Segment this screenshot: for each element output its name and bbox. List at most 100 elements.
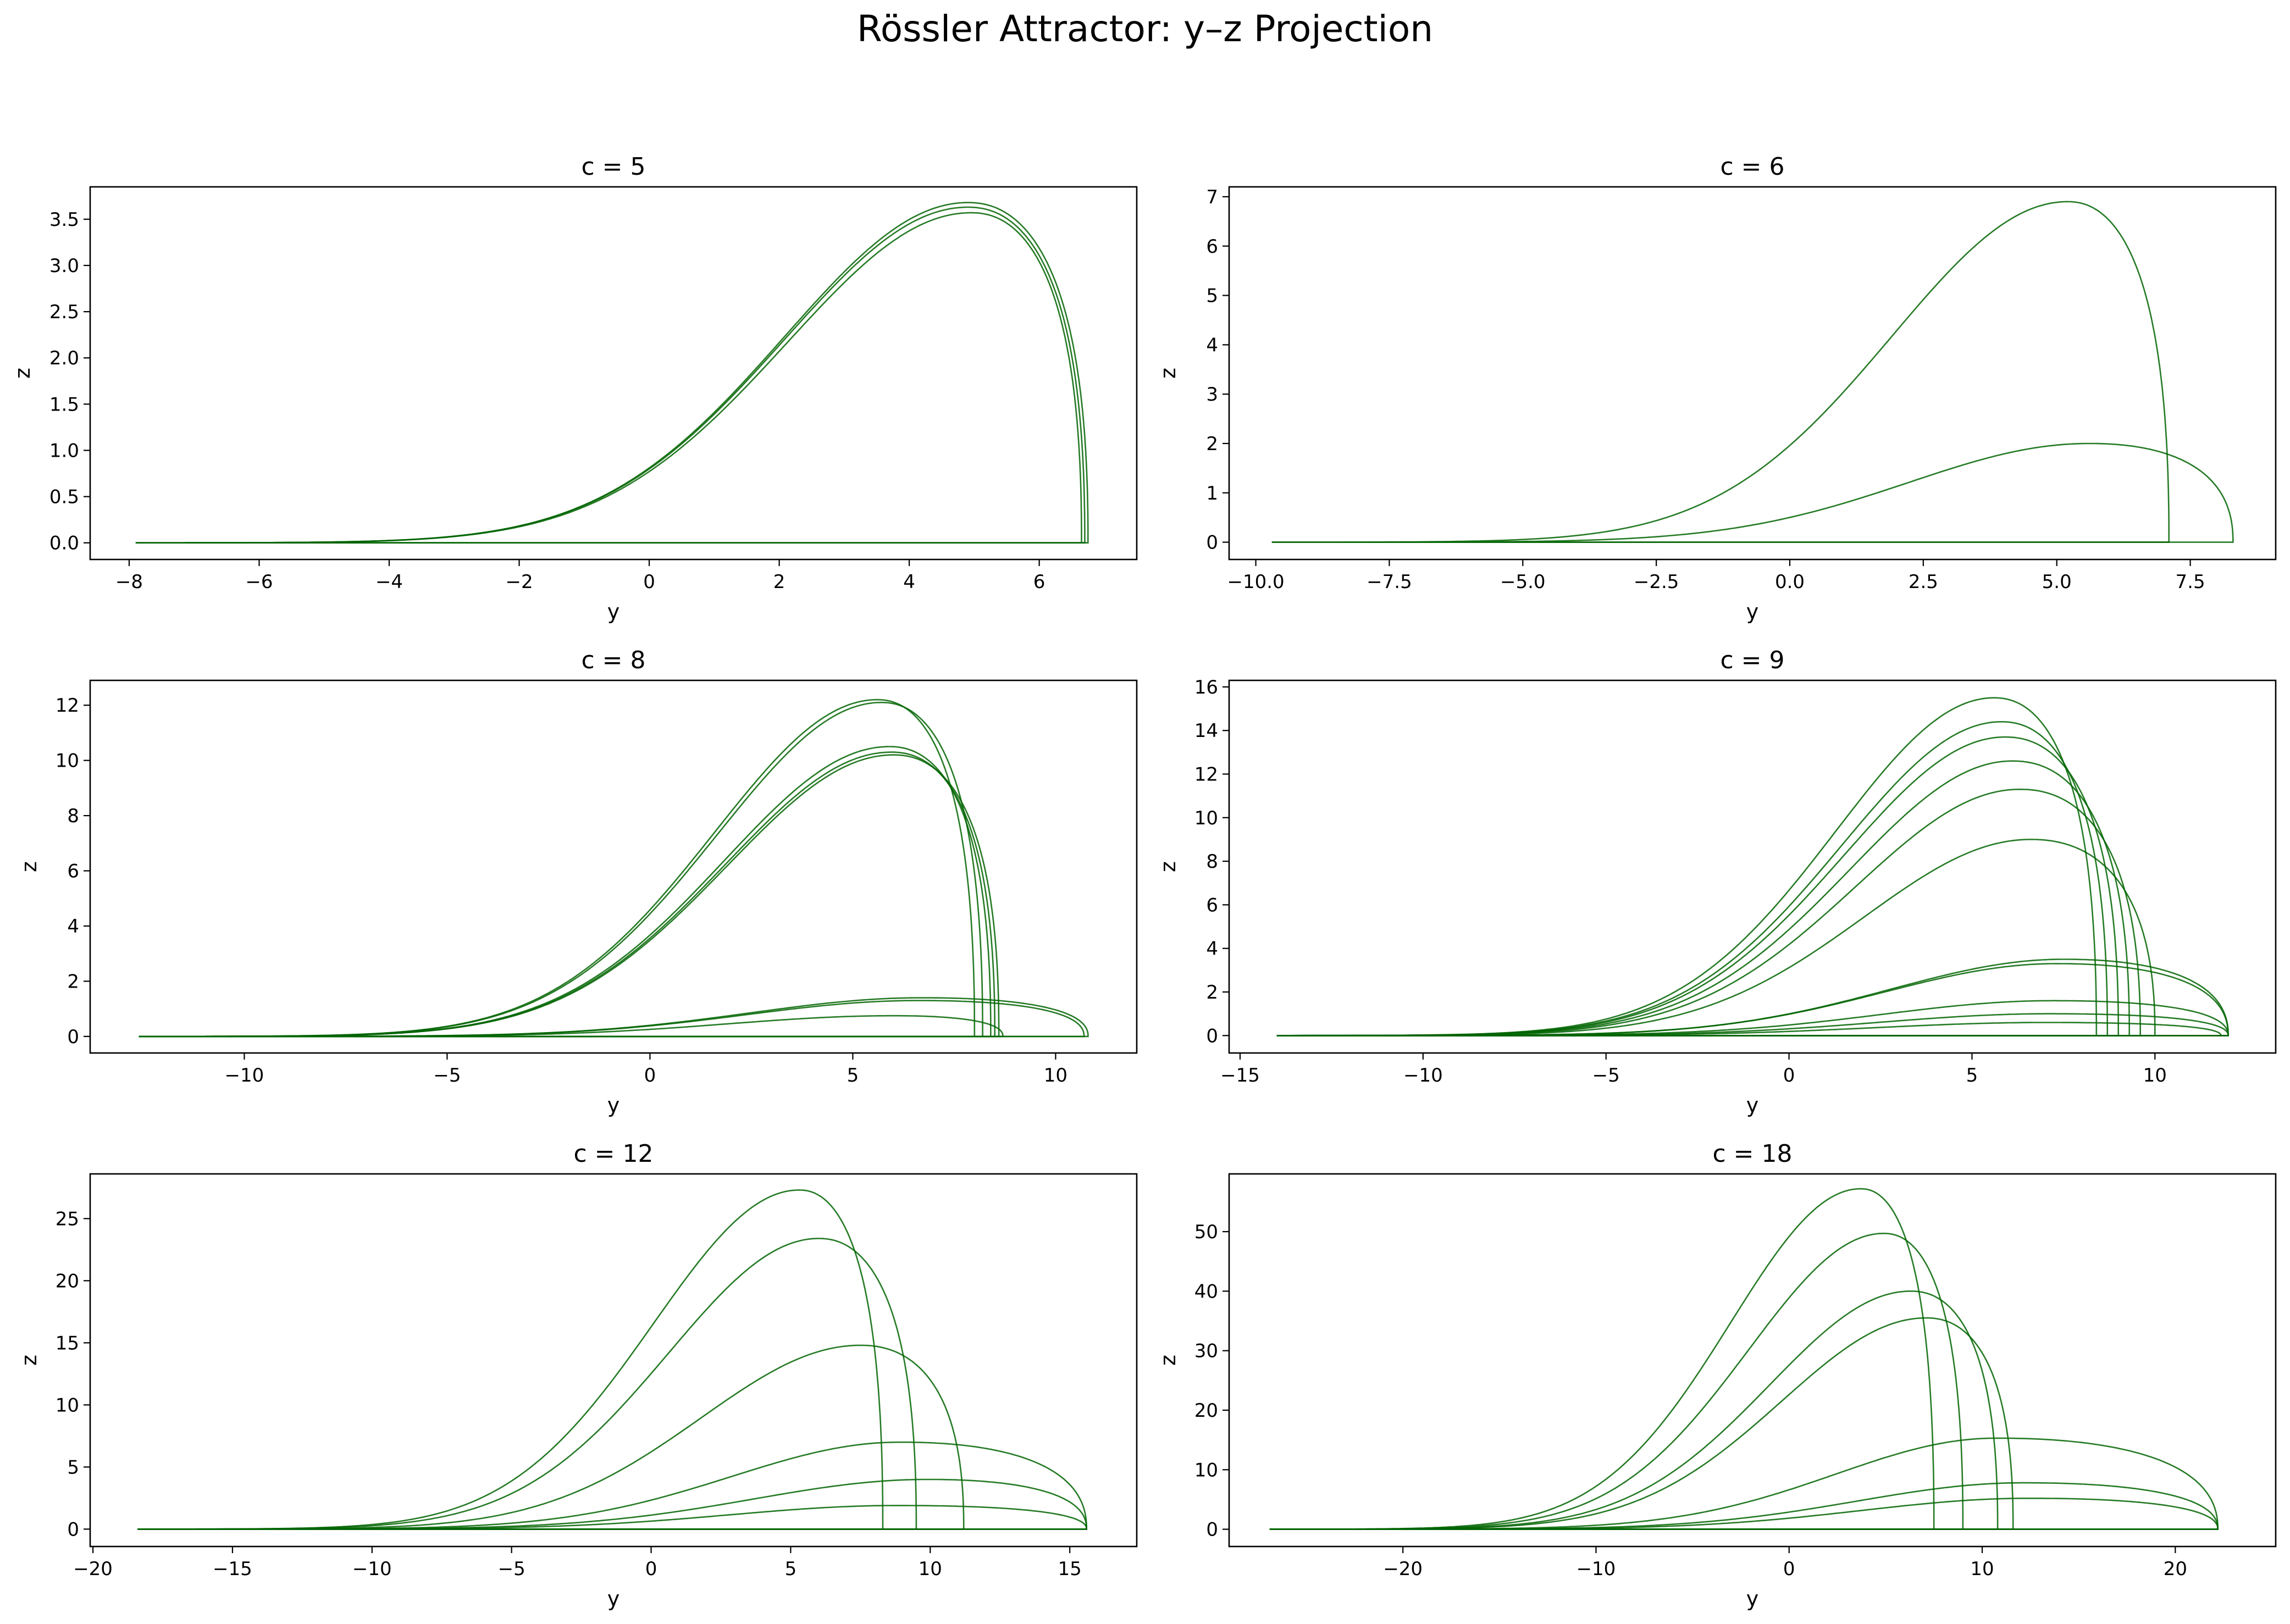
series-line [1276,788,2141,1037]
x-axis-label: y [1746,1587,1759,1611]
x-tick-label: 6 [1033,571,1046,593]
series-line [137,1238,917,1530]
series-line [139,746,992,1038]
y-tick-label: 0 [67,1026,79,1048]
x-tick-label: 10 [919,1558,942,1580]
x-tick-label: 0.0 [1775,571,1805,593]
series-line [135,206,1086,544]
subplot-3: c = 8 −10 −5 0 5 10 0 2 4 6 8 10 12 y z [17,646,1138,1117]
y-tick-label: 1.0 [49,440,79,462]
series-line [137,1189,884,1530]
x-tick-label: −6 [245,571,273,593]
series-line [139,1015,1004,1038]
subplot-title: c = 6 [1720,153,1784,181]
series-line [1276,721,2109,1037]
series-group [1276,697,2229,1037]
x-axis-label: y [1746,1093,1759,1117]
y-tick-label: 4 [1206,334,1218,356]
axes-frame [89,1173,1138,1548]
x-tick-label: 0 [1783,1065,1795,1087]
series-group [1271,201,2234,543]
y-tick-label: 50 [1194,1221,1218,1243]
x-tick-label: −10 [1577,1558,1616,1580]
y-tick-label: 0 [1206,1025,1218,1047]
subplot-5: c = 12 −20 −15 −10 −5 0 5 10 15 0 5 10 15 20 25 y z [17,1140,1138,1611]
x-tick-label: 7.5 [2176,571,2205,593]
y-tick-label: 7 [1206,186,1218,208]
series-line [137,1441,1087,1530]
x-tick-label: 5.0 [2042,571,2072,593]
series-line [1269,1498,2219,1530]
subplot-title: c = 9 [1720,646,1784,674]
series-line [1269,1290,1999,1530]
x-tick-label: 0 [644,1065,656,1087]
x-tick-label: 10 [1044,1065,1067,1087]
y-tick-label: 6 [1206,236,1218,258]
x-axis-label: y [1746,600,1759,624]
x-tick-label: −5.0 [1500,571,1546,593]
y-axis-label: z [1156,1355,1180,1366]
y-tick-label: 20 [56,1270,79,1292]
series-line [1276,697,2098,1037]
x-tick-label: −2 [505,571,533,593]
axes-frame [1228,186,2277,561]
series-line [1276,760,2130,1037]
y-tick-label: 10 [1194,1459,1218,1481]
x-tick-label: −15 [1220,1065,1260,1087]
y-tick-label: 3.0 [49,255,79,277]
x-tick-label: 0 [643,571,655,593]
y-tick-label: 3 [1206,384,1218,406]
series-line [1269,1317,2014,1530]
series-line [139,699,976,1038]
y-tick-label: 2.0 [49,347,79,369]
x-axis-label: y [607,1093,620,1117]
x-tick-label: 2 [773,571,786,593]
x-tick-label: −5 [498,1558,526,1580]
y-tick-label: 25 [56,1208,79,1230]
y-tick-label: 4 [67,916,79,938]
series-line [1269,1233,1964,1530]
y-tick-label: 0 [1206,532,1218,554]
y-tick-label: 0.0 [49,533,79,555]
series-line [1271,201,2170,543]
y-tick-label: 10 [56,750,79,772]
y-axis-label: z [17,1355,41,1366]
subplot-title: c = 18 [1712,1140,1792,1168]
x-tick-label: 15 [1058,1558,1082,1580]
y-tick-label: 12 [1194,763,1218,785]
y-tick-label: 40 [1194,1281,1218,1302]
x-tick-label: 0 [645,1558,657,1580]
y-axis-label: z [10,368,35,379]
series-group [1269,1188,2219,1530]
axes-frame [1228,1173,2277,1548]
series-line [1276,736,2119,1037]
x-tick-label: −10 [1403,1065,1443,1087]
series-group [137,1189,1087,1530]
subplot-1: c = 5 −8 −6 −4 −2 0 2 4 6 0.0 0.5 1.0 1.5 2.0 2.5 3.0 3.… [10,153,1138,624]
y-tick-label: 12 [56,695,79,717]
subplot-title: c = 8 [581,646,645,674]
subplot-2: c = 6 −10.0 −7.5 −5.0 −2.5 0.0 2.5 5.0 7.5 0 1 2 3 4 5… [1156,153,2277,624]
y-tick-label: 2.5 [49,301,79,323]
x-tick-label: −5 [433,1065,461,1087]
x-axis-label: y [607,1587,620,1611]
y-tick-label: 1.5 [49,393,79,415]
x-tick-label: 10 [1970,1558,1994,1580]
y-tick-label: 2 [1206,982,1218,1004]
x-tick-label: 10 [2143,1065,2167,1087]
x-tick-label: −10 [352,1558,392,1580]
y-axis-label: z [1156,861,1180,872]
y-tick-label: 10 [56,1394,79,1416]
subplot-title: c = 12 [573,1140,653,1168]
x-tick-label: −10 [225,1065,264,1087]
y-tick-label: 6 [67,861,79,883]
series-line [137,1505,1087,1530]
x-tick-label: 4 [903,571,915,593]
x-tick-label: 20 [2164,1558,2187,1580]
x-tick-label: 5 [1966,1065,1978,1087]
x-tick-label: −7.5 [1367,571,1412,593]
x-tick-label: −15 [213,1558,252,1580]
x-tick-label: 5 [785,1558,797,1580]
y-tick-label: 16 [1194,677,1218,699]
x-tick-label: −10.0 [1227,571,1284,593]
